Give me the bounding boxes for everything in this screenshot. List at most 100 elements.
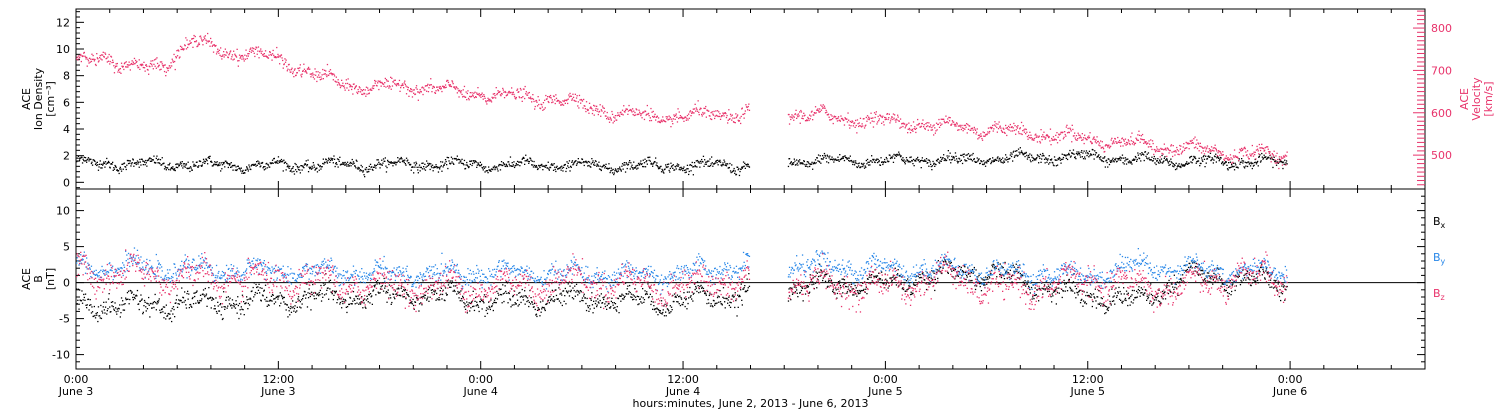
data-point-density: [681, 167, 683, 170]
data-point-density: [1043, 155, 1045, 157]
data-point-velocity: [1029, 131, 1031, 133]
data-point-velocity: [863, 127, 866, 129]
data-point-density: [677, 165, 679, 167]
data-point-velocity: [1041, 136, 1043, 138]
data-point-density: [538, 165, 540, 167]
data-point-velocity: [880, 115, 882, 118]
data-point-density: [336, 158, 339, 160]
data-point-density: [972, 152, 974, 155]
data-point-bx: [190, 305, 192, 307]
data-point-density: [277, 156, 280, 158]
data-point-density: [667, 166, 669, 168]
data-point-density: [1230, 166, 1232, 168]
data-point-velocity: [362, 89, 365, 91]
data-point-velocity: [427, 83, 429, 85]
data-point-velocity: [596, 105, 598, 107]
data-point-density: [86, 161, 88, 163]
data-point-density: [585, 161, 588, 163]
data-point-velocity: [1275, 155, 1277, 157]
data-point-velocity: [443, 86, 445, 88]
data-point-velocity: [1055, 134, 1057, 136]
data-point-density: [371, 166, 373, 168]
data-point-velocity: [251, 49, 253, 51]
data-point-density: [1039, 157, 1041, 159]
data-point-density: [582, 161, 584, 164]
data-point-velocity: [435, 90, 437, 92]
data-point-density: [905, 157, 908, 159]
data-point-density: [446, 156, 448, 159]
data-point-density: [367, 171, 369, 173]
data-point-density: [199, 160, 202, 163]
data-point-density: [500, 161, 503, 163]
data-point-velocity: [1052, 136, 1055, 138]
data-point-velocity: [851, 120, 853, 122]
data-point-velocity: [151, 63, 153, 65]
data-point-velocity: [1212, 149, 1214, 152]
data-point-bx: [295, 301, 297, 303]
data-point-velocity: [825, 109, 827, 112]
data-point-density: [118, 172, 120, 175]
data-point-density: [1104, 166, 1106, 168]
data-point-velocity: [1098, 142, 1101, 144]
data-point-density: [1193, 157, 1196, 159]
data-point-velocity: [1286, 151, 1288, 153]
data-point-density: [1132, 159, 1134, 161]
data-point-density: [725, 165, 728, 167]
data-point-density: [429, 168, 431, 171]
data-point-velocity: [244, 58, 247, 60]
data-point-density: [686, 168, 688, 170]
data-point-density: [889, 154, 891, 156]
data-point-velocity: [1064, 133, 1066, 136]
data-point-velocity: [495, 87, 497, 89]
data-point-density: [357, 166, 359, 169]
data-point-velocity: [129, 69, 131, 71]
data-point-density: [854, 162, 856, 164]
data-point-bx: [205, 294, 207, 297]
data-point-velocity: [326, 63, 329, 66]
data-point-density: [271, 162, 273, 164]
data-point-density: [440, 165, 442, 167]
data-point-velocity: [873, 120, 875, 123]
data-point-density: [979, 162, 981, 164]
data-point-bx: [272, 294, 274, 296]
data-point-bx: [185, 304, 187, 306]
data-point-velocity: [156, 62, 159, 65]
data-point-velocity: [887, 118, 889, 121]
data-point-density: [559, 167, 561, 169]
data-point-velocity: [969, 125, 971, 127]
data-point-bx: [124, 303, 126, 305]
data-point-velocity: [914, 128, 916, 130]
data-point-density: [1092, 149, 1094, 151]
data-point-density: [693, 162, 696, 164]
data-point-velocity: [1083, 142, 1085, 145]
data-point-density: [102, 163, 104, 165]
data-point-density: [191, 169, 193, 171]
data-point-density: [1218, 160, 1220, 162]
data-point-density: [1204, 166, 1206, 168]
data-point-velocity: [954, 125, 956, 127]
data-point-density: [687, 168, 689, 170]
data-point-bx: [405, 292, 408, 294]
data-point-density: [445, 160, 447, 163]
data-point-velocity: [709, 115, 711, 117]
data-point-density: [1065, 157, 1067, 159]
data-point-velocity: [548, 95, 550, 98]
data-point-velocity: [703, 107, 705, 109]
data-point-density: [855, 160, 857, 162]
data-point-velocity: [109, 63, 111, 65]
data-point-bx: [440, 287, 442, 289]
data-point-velocity: [451, 80, 453, 82]
data-point-density: [715, 160, 718, 162]
data-point-density: [970, 159, 972, 161]
data-point-velocity: [185, 37, 187, 39]
data-point-bx: [396, 288, 398, 290]
data-point-density: [748, 165, 750, 168]
data-point-density: [126, 164, 128, 166]
data-point-density: [520, 161, 522, 163]
data-point-velocity: [1185, 141, 1187, 144]
data-point-density: [104, 161, 107, 163]
data-point-bx: [428, 287, 431, 289]
data-point-velocity: [657, 117, 660, 119]
data-point-velocity: [866, 120, 868, 122]
data-point-density: [1057, 158, 1059, 160]
